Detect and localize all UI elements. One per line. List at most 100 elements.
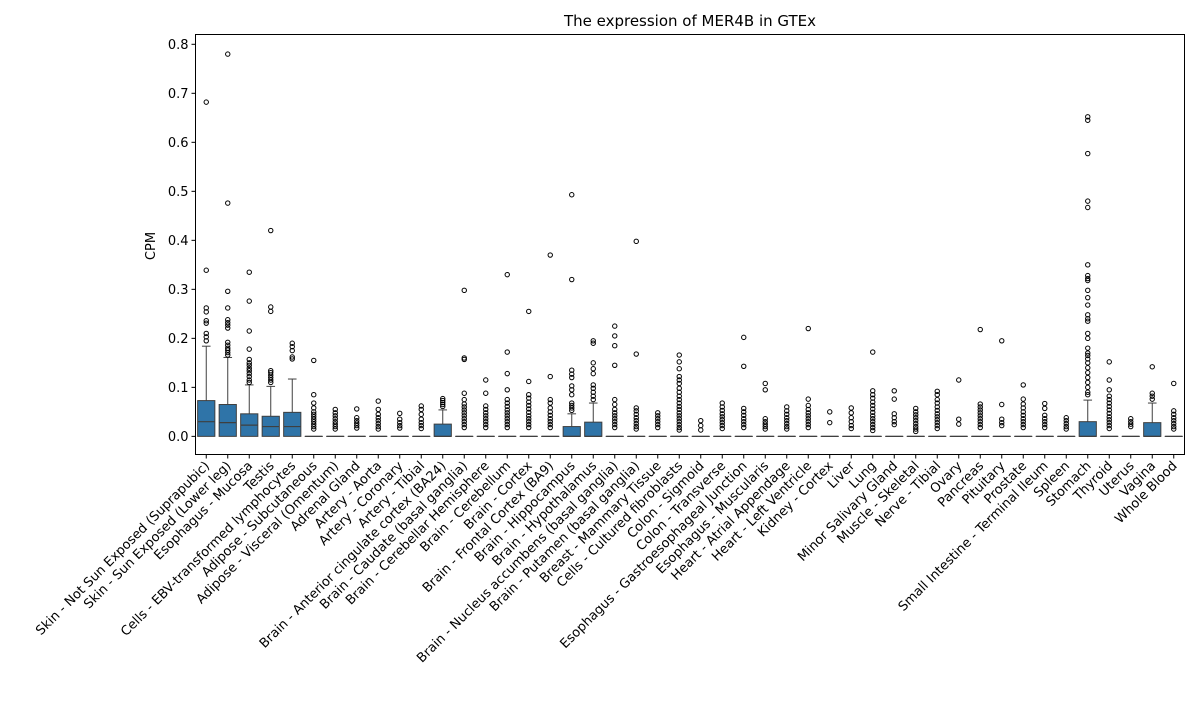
plot-frame <box>196 35 1185 455</box>
outlier-point <box>1000 402 1004 406</box>
outlier-point <box>247 329 251 333</box>
outlier-point <box>1086 303 1090 307</box>
outlier-point <box>505 350 509 354</box>
outlier-point <box>419 426 423 430</box>
outlier-point <box>1107 360 1111 364</box>
outlier-point <box>1107 426 1111 430</box>
box <box>563 427 580 437</box>
outlier-point <box>462 397 466 401</box>
outlier-point <box>462 288 466 292</box>
outlier-point <box>312 358 316 362</box>
outlier-point <box>1043 425 1047 429</box>
outlier-point <box>505 272 509 276</box>
outlier-point <box>1021 425 1025 429</box>
outlier-point <box>226 52 230 56</box>
chart-title: The expression of MER4B in GTEx <box>563 12 816 30</box>
outlier-point <box>720 426 724 430</box>
outlier-point <box>247 299 251 303</box>
outlier-point <box>763 381 767 385</box>
outlier-point <box>699 423 703 427</box>
outlier-point <box>699 428 703 432</box>
outlier-point <box>527 425 531 429</box>
outlier-point <box>398 411 402 415</box>
outlier-point <box>742 364 746 368</box>
outlier-point <box>1086 331 1090 335</box>
outlier-point <box>957 378 961 382</box>
outlier-point <box>269 228 273 232</box>
outlier-point <box>806 397 810 401</box>
y-tick-label: 0.2 <box>168 332 189 347</box>
outlier-point <box>1086 385 1090 389</box>
outlier-point <box>505 388 509 392</box>
y-tick-label: 0.7 <box>168 87 189 102</box>
outlier-point <box>226 289 230 293</box>
outlier-point <box>462 391 466 395</box>
outlier-point <box>1086 375 1090 379</box>
outlier-point <box>1086 346 1090 350</box>
outlier-point <box>226 306 230 310</box>
outlier-point <box>978 327 982 331</box>
outlier-point <box>1086 199 1090 203</box>
outlier-point <box>613 324 617 328</box>
outlier-point <box>376 407 380 411</box>
outlier-point <box>871 428 875 432</box>
outlier-point <box>312 401 316 405</box>
outlier-point <box>355 407 359 411</box>
outlier-point <box>1086 366 1090 370</box>
outlier-point <box>677 353 681 357</box>
outlier-point <box>247 270 251 274</box>
outlier-point <box>613 397 617 401</box>
outlier-point <box>548 253 552 257</box>
box <box>1079 422 1096 437</box>
y-tick-label: 0.4 <box>168 234 189 249</box>
outlier-point <box>462 425 466 429</box>
outlier-point <box>849 406 853 410</box>
outlier-point <box>634 239 638 243</box>
box <box>1144 423 1161 437</box>
outlier-point <box>226 326 230 330</box>
outlier-point <box>591 361 595 365</box>
outlier-point <box>312 393 316 397</box>
box <box>198 401 215 437</box>
outlier-point <box>247 347 251 351</box>
outlier-point <box>548 374 552 378</box>
outlier-point <box>269 305 273 309</box>
outlier-point <box>570 393 574 397</box>
outlier-point <box>1086 370 1090 374</box>
outlier-point <box>1086 288 1090 292</box>
outlier-point <box>828 420 832 424</box>
box <box>585 422 602 436</box>
outlier-point <box>613 425 617 429</box>
outlier-point <box>849 426 853 430</box>
outlier-point <box>548 425 552 429</box>
outlier-point <box>957 422 961 426</box>
outlier-point <box>849 411 853 415</box>
outlier-point <box>484 378 488 382</box>
outlier-point <box>591 367 595 371</box>
outlier-point <box>1086 295 1090 299</box>
y-axis-label: CPM <box>144 232 159 260</box>
outlier-point <box>1086 205 1090 209</box>
outlier-point <box>505 425 509 429</box>
outlier-point <box>527 379 531 383</box>
outlier-point <box>527 309 531 313</box>
box <box>284 412 301 436</box>
outlier-point <box>1107 378 1111 382</box>
outlier-point <box>226 201 230 205</box>
outlier-point <box>613 363 617 367</box>
outlier-point <box>892 389 896 393</box>
outlier-point <box>1086 336 1090 340</box>
outlier-point <box>613 402 617 406</box>
outlier-point <box>1150 397 1154 401</box>
outlier-point <box>1000 423 1004 427</box>
outlier-point <box>1021 383 1025 387</box>
outlier-point <box>957 417 961 421</box>
outlier-point <box>613 344 617 348</box>
outlier-point <box>871 350 875 354</box>
outlier-point <box>591 371 595 375</box>
outlier-point <box>699 418 703 422</box>
outlier-point <box>1107 388 1111 392</box>
outlier-point <box>613 334 617 338</box>
